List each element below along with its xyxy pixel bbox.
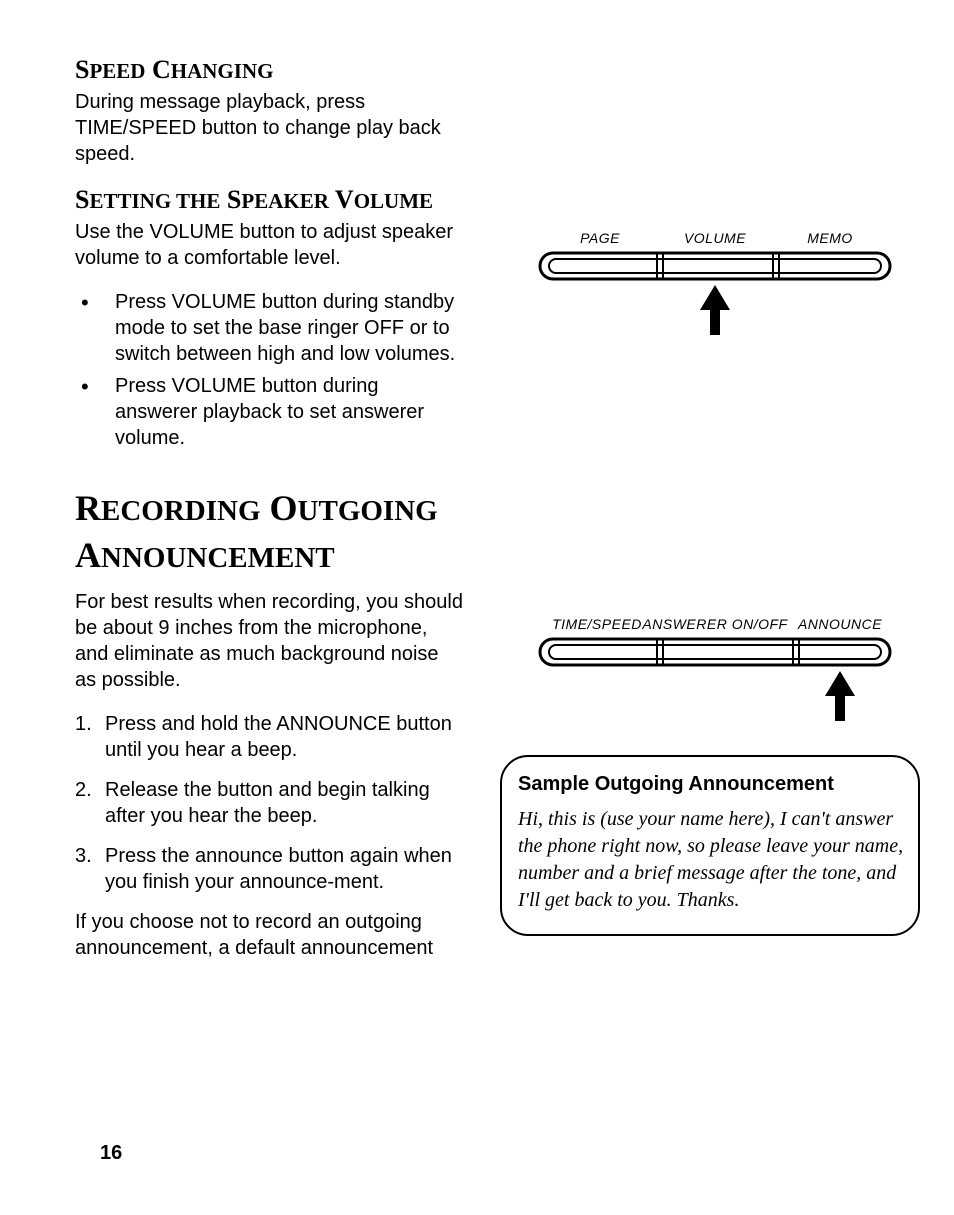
list-item: Press and hold the ANNOUNCE button until… [75, 711, 465, 763]
svg-text:VOLUME: VOLUME [684, 230, 746, 246]
list-item: Press the announce button again when you… [75, 843, 465, 895]
svg-text:ANSWERER ON/OFF: ANSWERER ON/OFF [641, 616, 788, 632]
list-item: Press VOLUME button during answerer play… [75, 373, 465, 451]
volume-bullet-list: Press VOLUME button during standby mode … [75, 289, 465, 451]
recording-heading: RECORDING OUTGOING ANNOUNCEMENT [75, 485, 465, 579]
sample-announcement-callout: Sample Outgoing Announcement Hi, this is… [500, 755, 920, 936]
speed-changing-heading: SPEED CHANGING [75, 55, 465, 85]
speed-changing-body: During message playback, press TIME/SPEE… [75, 89, 465, 167]
speaker-volume-heading: SETTING THE SPEAKER VOLUME [75, 185, 465, 215]
page-number: 16 [100, 1142, 122, 1165]
svg-text:TIME/SPEED: TIME/SPEED [552, 616, 642, 632]
svg-text:PAGE: PAGE [580, 230, 620, 246]
svg-text:MEMO: MEMO [807, 230, 853, 246]
list-item: Release the button and begin talking aft… [75, 777, 465, 829]
recording-body: For best results when recording, you sho… [75, 589, 465, 693]
callout-title: Sample Outgoing Announcement [518, 773, 906, 796]
list-item: Press VOLUME button during standby mode … [75, 289, 465, 367]
recording-after-text: If you choose not to record an outgoing … [75, 909, 465, 961]
callout-body: Hi, this is (use your name here), I can'… [518, 806, 906, 914]
svg-text:ANNOUNCE: ANNOUNCE [797, 616, 882, 632]
volume-button-diagram: PAGE VOLUME MEMO [515, 225, 915, 365]
announce-button-diagram: TIME/SPEED ANSWERER ON/OFF ANNOUNCE [515, 611, 915, 731]
recording-steps: Press and hold the ANNOUNCE button until… [75, 711, 465, 895]
speaker-volume-body: Use the VOLUME button to adjust speaker … [75, 219, 465, 271]
